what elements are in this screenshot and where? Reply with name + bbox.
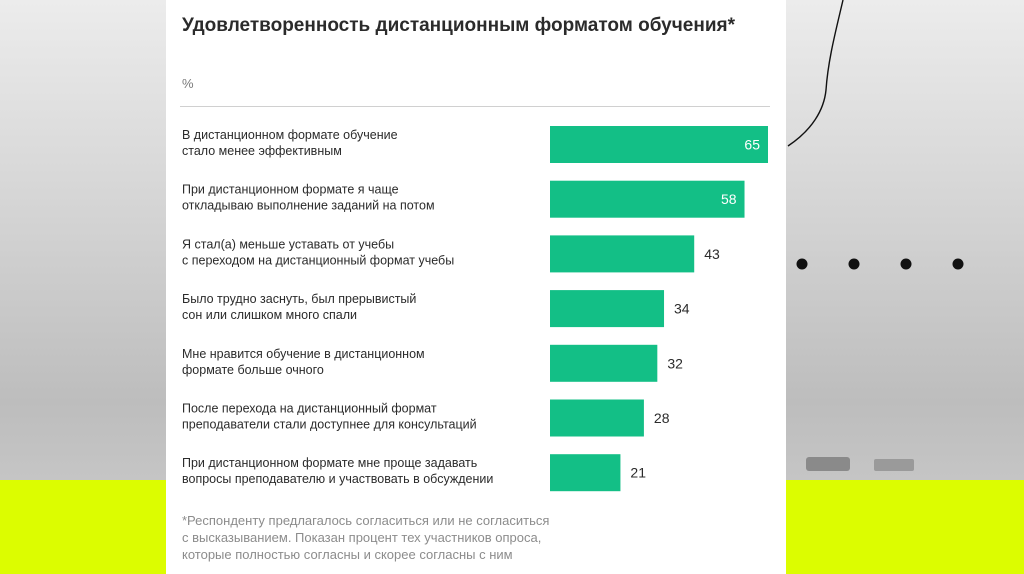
bar	[550, 180, 745, 218]
chart-card	[166, 0, 786, 574]
category-label: После перехода на дистанционный формат пр…	[182, 402, 477, 432]
bar-value-label: 32	[667, 355, 683, 371]
category-label: Я стал(а) меньше уставать от учебы с пере…	[182, 237, 454, 267]
bar	[550, 126, 768, 163]
decorative-curve	[787, 0, 844, 147]
bar-value-label: 43	[704, 246, 720, 262]
category-label: Мне нравится обучение в дистанционном фор…	[182, 347, 425, 377]
category-label: При дистанционном формате я чаще откладыв…	[182, 183, 435, 213]
bar	[550, 454, 621, 492]
footnote: *Респонденту предлагалось согласиться ил…	[182, 512, 682, 563]
footnote-line: *Респонденту предлагалось согласиться ил…	[182, 513, 550, 528]
decorative-dot	[848, 258, 860, 270]
bar	[550, 235, 695, 273]
bar-value-label: 65	[744, 137, 760, 153]
unit-label: %	[182, 76, 194, 91]
category-label: В дистанционном формате обучение стало ме…	[182, 128, 398, 158]
decorative-dot	[952, 258, 964, 270]
category-label: Было трудно заснуть, был прерывистый сон …	[182, 292, 416, 322]
bar	[550, 399, 644, 437]
bar	[550, 344, 658, 382]
title-separator	[180, 106, 770, 107]
footnote-line: которые полностью согласны и скорее согл…	[182, 547, 513, 562]
bar-value-label: 28	[654, 410, 670, 426]
footnote-line: с высказыванием. Показан процент тех уча…	[182, 530, 542, 545]
category-label: При дистанционном формате мне проще зада…	[182, 456, 493, 486]
bar-value-label: 21	[630, 465, 646, 481]
bar-value-label: 34	[674, 301, 690, 317]
bar	[550, 290, 665, 328]
laptop-port	[806, 457, 850, 471]
decorative-dot	[900, 258, 912, 270]
chart-title: Удовлетворенность дистанционным форматом…	[182, 15, 735, 36]
decorative-dot	[796, 258, 808, 270]
laptop-port	[874, 459, 914, 471]
bar-value-label: 58	[721, 191, 737, 207]
